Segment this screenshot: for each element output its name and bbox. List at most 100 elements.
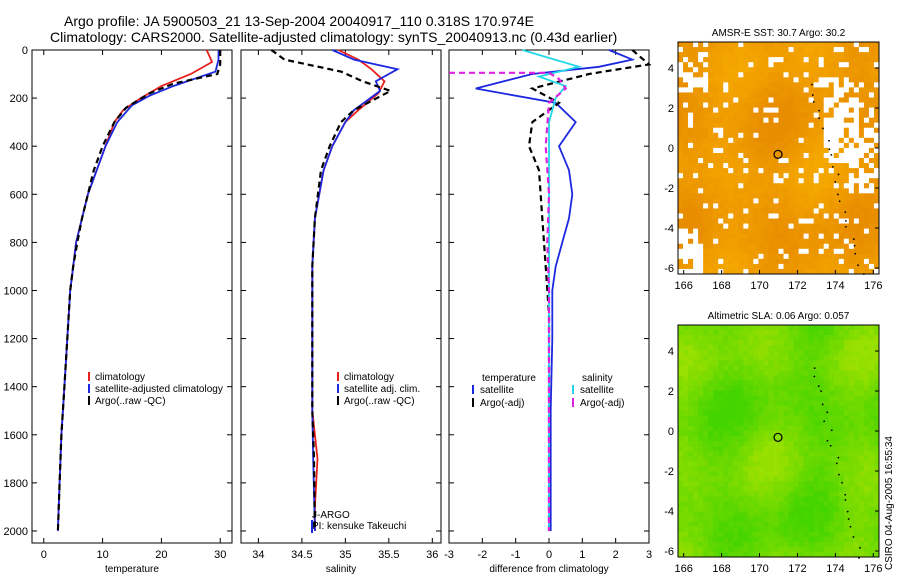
sst-map-cell (843, 62, 850, 68)
sst-map-cell (813, 223, 820, 230)
sla-map-cell (858, 385, 865, 392)
sst-map-cell (793, 218, 800, 225)
sla-map-cell (798, 330, 805, 336)
sla-map-cell (748, 461, 754, 467)
sla-map-cell (738, 451, 744, 457)
sst-map-cell (738, 218, 744, 225)
sla-map-cell (873, 350, 880, 356)
sst-map-cell (688, 147, 694, 154)
sla-map-cell (793, 501, 800, 508)
sla-map-cell (848, 345, 855, 351)
sst-map-cell (798, 183, 805, 189)
sst-map-cell (793, 122, 800, 129)
sst-map-cell (813, 173, 820, 179)
sst-map-cell (718, 178, 724, 184)
sla-map-cell (723, 441, 729, 447)
sla-map-cell (863, 481, 870, 487)
sla-map-cell (733, 410, 739, 417)
sla-map-cell (833, 390, 840, 397)
sla-map-cell (723, 491, 729, 497)
sst-map-cell (723, 42, 729, 48)
sst-map-cell (763, 152, 769, 159)
sst-map-cell (843, 243, 850, 250)
sla-map-cell (788, 435, 795, 442)
sla-map-cell (698, 375, 704, 381)
sla-map-cell (763, 375, 769, 381)
salinity-xtick-label: 36 (426, 549, 438, 561)
sst-map-cell (763, 122, 769, 129)
sla-map-cell (858, 325, 865, 331)
sla-map-cell (843, 491, 850, 497)
sst-map-cell (843, 42, 850, 48)
sst-map-cell (738, 87, 744, 93)
sst-map-cell (758, 268, 764, 275)
sst-map-cell (793, 173, 800, 179)
sla-map-cell (703, 541, 709, 548)
sla-map-cell (858, 335, 865, 341)
sst-map-cell (693, 67, 699, 73)
sla-map-cell (723, 420, 729, 427)
sla-map-cell (818, 551, 825, 558)
sla-map-cell (693, 395, 699, 402)
sla-map-cell (733, 340, 739, 346)
sst-map-cell (703, 208, 709, 214)
sst-map-cell (748, 198, 754, 204)
sla-map-cell (688, 420, 694, 427)
sla-map-cell (743, 350, 749, 356)
sla-map-cell (713, 435, 719, 442)
sst-map-cell (803, 253, 810, 260)
sst-map-cell (723, 122, 729, 129)
sla-map-cell (698, 360, 704, 366)
sla-map-cell (678, 551, 684, 558)
sst-map-cell (708, 258, 714, 265)
sla-map-cell (683, 350, 689, 356)
sst-map-cell (678, 87, 684, 93)
sst-map-cell (753, 152, 759, 159)
sst-map-cell (703, 263, 709, 270)
sla-map-cell (863, 330, 870, 336)
sst-map-cell (718, 258, 724, 265)
sst-map-cell (808, 218, 815, 225)
sla-map-cell (738, 345, 744, 351)
sst-map-cell (743, 223, 749, 230)
sst-map-cell (758, 263, 764, 270)
sst-map-cell (678, 72, 684, 78)
sst-map-cell (853, 87, 860, 93)
sla-map-cell (783, 335, 790, 341)
sla-map-cell (793, 466, 800, 472)
sla-map-cell (733, 466, 739, 472)
sst-map-cell (683, 198, 689, 204)
sla-map-cell (853, 425, 860, 432)
sst-map-cell (783, 122, 790, 129)
sst-map-cell (698, 97, 704, 104)
sst-map-cell (683, 102, 689, 109)
sla-map-cell (758, 466, 764, 472)
sst-map-cell (813, 213, 820, 220)
sla-map-cell (818, 516, 825, 523)
sla-map-cell (788, 340, 795, 346)
sla-map-cell (823, 471, 830, 477)
sst-map-cell (708, 228, 714, 235)
sla-map-cell (738, 531, 744, 538)
sla-map-cell (688, 410, 694, 417)
sla-map-cell (788, 486, 795, 492)
sst-map-cell (723, 188, 729, 194)
sla-map-cell (823, 355, 830, 361)
sla-map-cell (873, 395, 880, 402)
sst-map-cell (773, 87, 780, 93)
sla-map-cell (843, 385, 850, 392)
sla-map-cell (683, 345, 689, 351)
sla-map-cell (873, 446, 880, 452)
sla-map-cell (753, 486, 759, 492)
sla-map-cell (728, 390, 734, 397)
sst-map-cell (678, 248, 684, 255)
sst-map-cell (823, 152, 830, 159)
sst-map-cell (798, 268, 805, 275)
sst-map-cell (718, 168, 724, 174)
sst-map-cell (683, 218, 689, 225)
sla-map-cell (863, 435, 870, 442)
sst-map-cell (763, 258, 769, 265)
sla-map-cell (688, 360, 694, 366)
sst-map-cell (798, 132, 805, 139)
sla-map-cell (708, 516, 714, 523)
